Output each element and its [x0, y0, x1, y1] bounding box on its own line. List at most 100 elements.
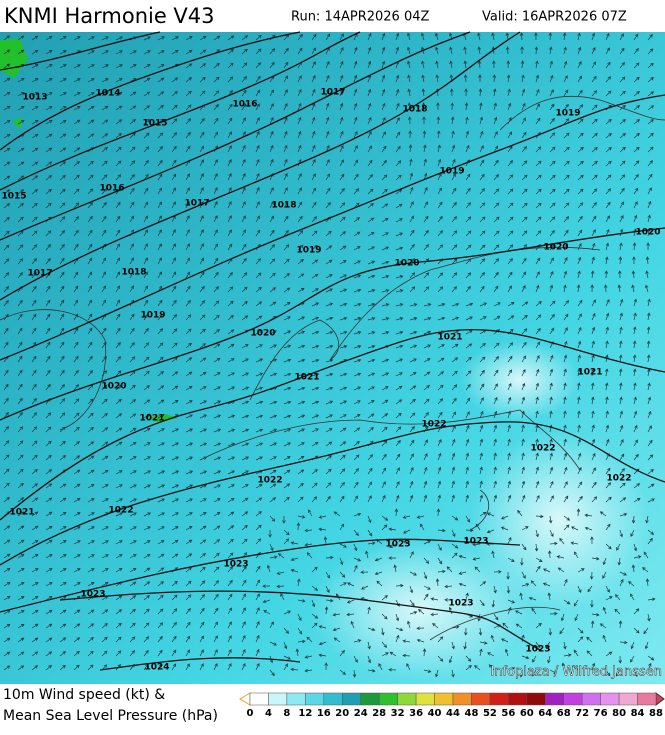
- isobar-label: 1020: [394, 259, 419, 269]
- colorbar-tick-label: 40: [428, 708, 442, 719]
- legend-title: Mean Sea Level Pressure (hPa): [3, 708, 218, 724]
- isobar-label: 1021: [294, 373, 319, 383]
- colorbar-segment: [268, 692, 288, 706]
- credit: Infoplaza / Wilfred Janssen: [490, 665, 662, 680]
- calm-area: [470, 430, 650, 610]
- isobar-label: 1017: [320, 88, 345, 98]
- colorbar-segment: [545, 692, 564, 706]
- isobar-label: 1015: [1, 192, 26, 202]
- colorbar-tick-label: 60: [520, 708, 534, 719]
- colorbar-tick-label: 24: [354, 708, 368, 719]
- coastlines: [0, 95, 665, 641]
- colorbar-segment: [434, 692, 454, 706]
- colorbar-tick-label: 52: [483, 708, 497, 719]
- colorbar-tick-label: 84: [631, 708, 645, 719]
- colorbar-tick-label: 72: [575, 708, 589, 719]
- isobar-label: 1020: [543, 243, 568, 253]
- isobar-labels: 1013 1014 1015 1016 1017 1018 1019 1015 1016 1017…: [1, 88, 660, 673]
- colorbar-segment: [323, 692, 343, 706]
- colorbar-segment: [378, 692, 398, 706]
- colorbar-tick-label: 88: [649, 708, 663, 719]
- colorbar-segment: [600, 692, 620, 706]
- isobar-label: 1020: [101, 382, 126, 392]
- colorbar-segment: [452, 692, 472, 706]
- colorbar-tick-label: 44: [446, 708, 460, 719]
- isobar-label: 1019: [555, 109, 580, 119]
- isobar-label: 1019: [296, 246, 321, 256]
- isobar-label: 1022: [421, 420, 446, 430]
- colorbar-segment: [563, 692, 583, 706]
- isobar-label: 1023: [463, 537, 488, 547]
- colorbar-tick-label: 56: [501, 708, 515, 719]
- isobar-label: 1023: [525, 645, 550, 655]
- colorbar-tick-label: 48: [464, 708, 478, 719]
- colorbar-segment: [397, 692, 417, 706]
- isobar-label: 1022: [530, 444, 555, 454]
- run-time: Run: 14APR2026 04Z: [291, 10, 430, 25]
- colorbar-segment: [342, 692, 361, 706]
- isobar-label: 1023: [448, 599, 473, 609]
- colorbar-segment: [508, 692, 528, 706]
- colorbar-segment: [489, 692, 509, 706]
- colorbar-tick-label: 64: [538, 708, 552, 719]
- isobar-label: 1022: [257, 476, 282, 486]
- isobar-label: 1016: [232, 100, 257, 110]
- colorbar-segment: [526, 692, 546, 706]
- isobar-label: 1016: [99, 184, 124, 194]
- isobar-label: 1023: [80, 590, 105, 600]
- wind-arrows: [3, 32, 656, 678]
- isobar-label: 1019: [140, 311, 165, 321]
- isobar-label: 1021: [9, 508, 34, 518]
- isobar-label: 1022: [108, 506, 133, 516]
- isobar-label: 1021: [577, 368, 602, 378]
- colorbar-tick-label: 16: [317, 708, 331, 719]
- isobar-label: 1017: [184, 199, 209, 209]
- isobar-label: 1019: [439, 167, 464, 177]
- colorbar-segment: [305, 692, 325, 706]
- isobar-label: 1021: [437, 333, 462, 343]
- isobar-label: 1014: [95, 89, 120, 99]
- isobar-label: 1013: [22, 93, 47, 103]
- colorbar-segment: [618, 692, 638, 706]
- colorbar-tick-label: 0: [247, 708, 254, 719]
- colorbar-tick-label: 76: [594, 708, 608, 719]
- calm-area: [460, 340, 580, 420]
- isobar-label: 1020: [635, 228, 660, 238]
- isobar-label: 1023: [223, 560, 248, 570]
- isobar-label: 1018: [402, 105, 427, 115]
- colorbar-tick-label: 20: [335, 708, 349, 719]
- colorbar-tick-label: 8: [283, 708, 290, 719]
- valid-time: Valid: 16APR2026 07Z: [482, 10, 627, 25]
- isobar-label: 1018: [121, 268, 146, 278]
- isobar-label: 1020: [250, 329, 275, 339]
- isobar-label: 1018: [271, 201, 296, 211]
- isobars: [0, 31, 665, 671]
- colorbar: 0 4 8 12 16 20 24 28 32 36 40 44 48 52 56 60 64 68 72 76 80 8…: [239, 692, 665, 719]
- isobar-label: 1017: [27, 269, 52, 279]
- isobar-label: 1023: [385, 540, 410, 550]
- colorbar-segment: [360, 692, 380, 706]
- colorbar-tick-label: 36: [409, 708, 423, 719]
- colorbar-tick-label: 80: [612, 708, 626, 719]
- isobar-label: 1021: [139, 414, 164, 424]
- isobar-label: 1015: [142, 119, 167, 129]
- colorbar-segment: [249, 692, 269, 706]
- colorbar-tick-label: 4: [265, 708, 272, 719]
- colorbar-tick-label: 28: [372, 708, 386, 719]
- legend-title: 10m Wind speed (kt) &: [3, 687, 165, 703]
- isobar-label: 1022: [606, 474, 631, 484]
- colorbar-tick-label: 68: [557, 708, 571, 719]
- strong-wind-patch: [0, 38, 28, 130]
- colorbar-segment: [471, 692, 491, 706]
- title: KNMI Harmonie V43: [4, 4, 215, 28]
- isobar-label: 1024: [144, 663, 169, 673]
- colorbar-segment: [415, 692, 435, 706]
- colorbar-segment: [286, 692, 306, 706]
- strong-wind-patch: [145, 414, 178, 422]
- colorbar-tick-label: 32: [391, 708, 405, 719]
- colorbar-tick-label: 12: [298, 708, 312, 719]
- colorbar-segment: [637, 692, 657, 706]
- map-area: 1013 1014 1015 1016 1017 1018 1019 1015 1016 1017…: [0, 31, 665, 684]
